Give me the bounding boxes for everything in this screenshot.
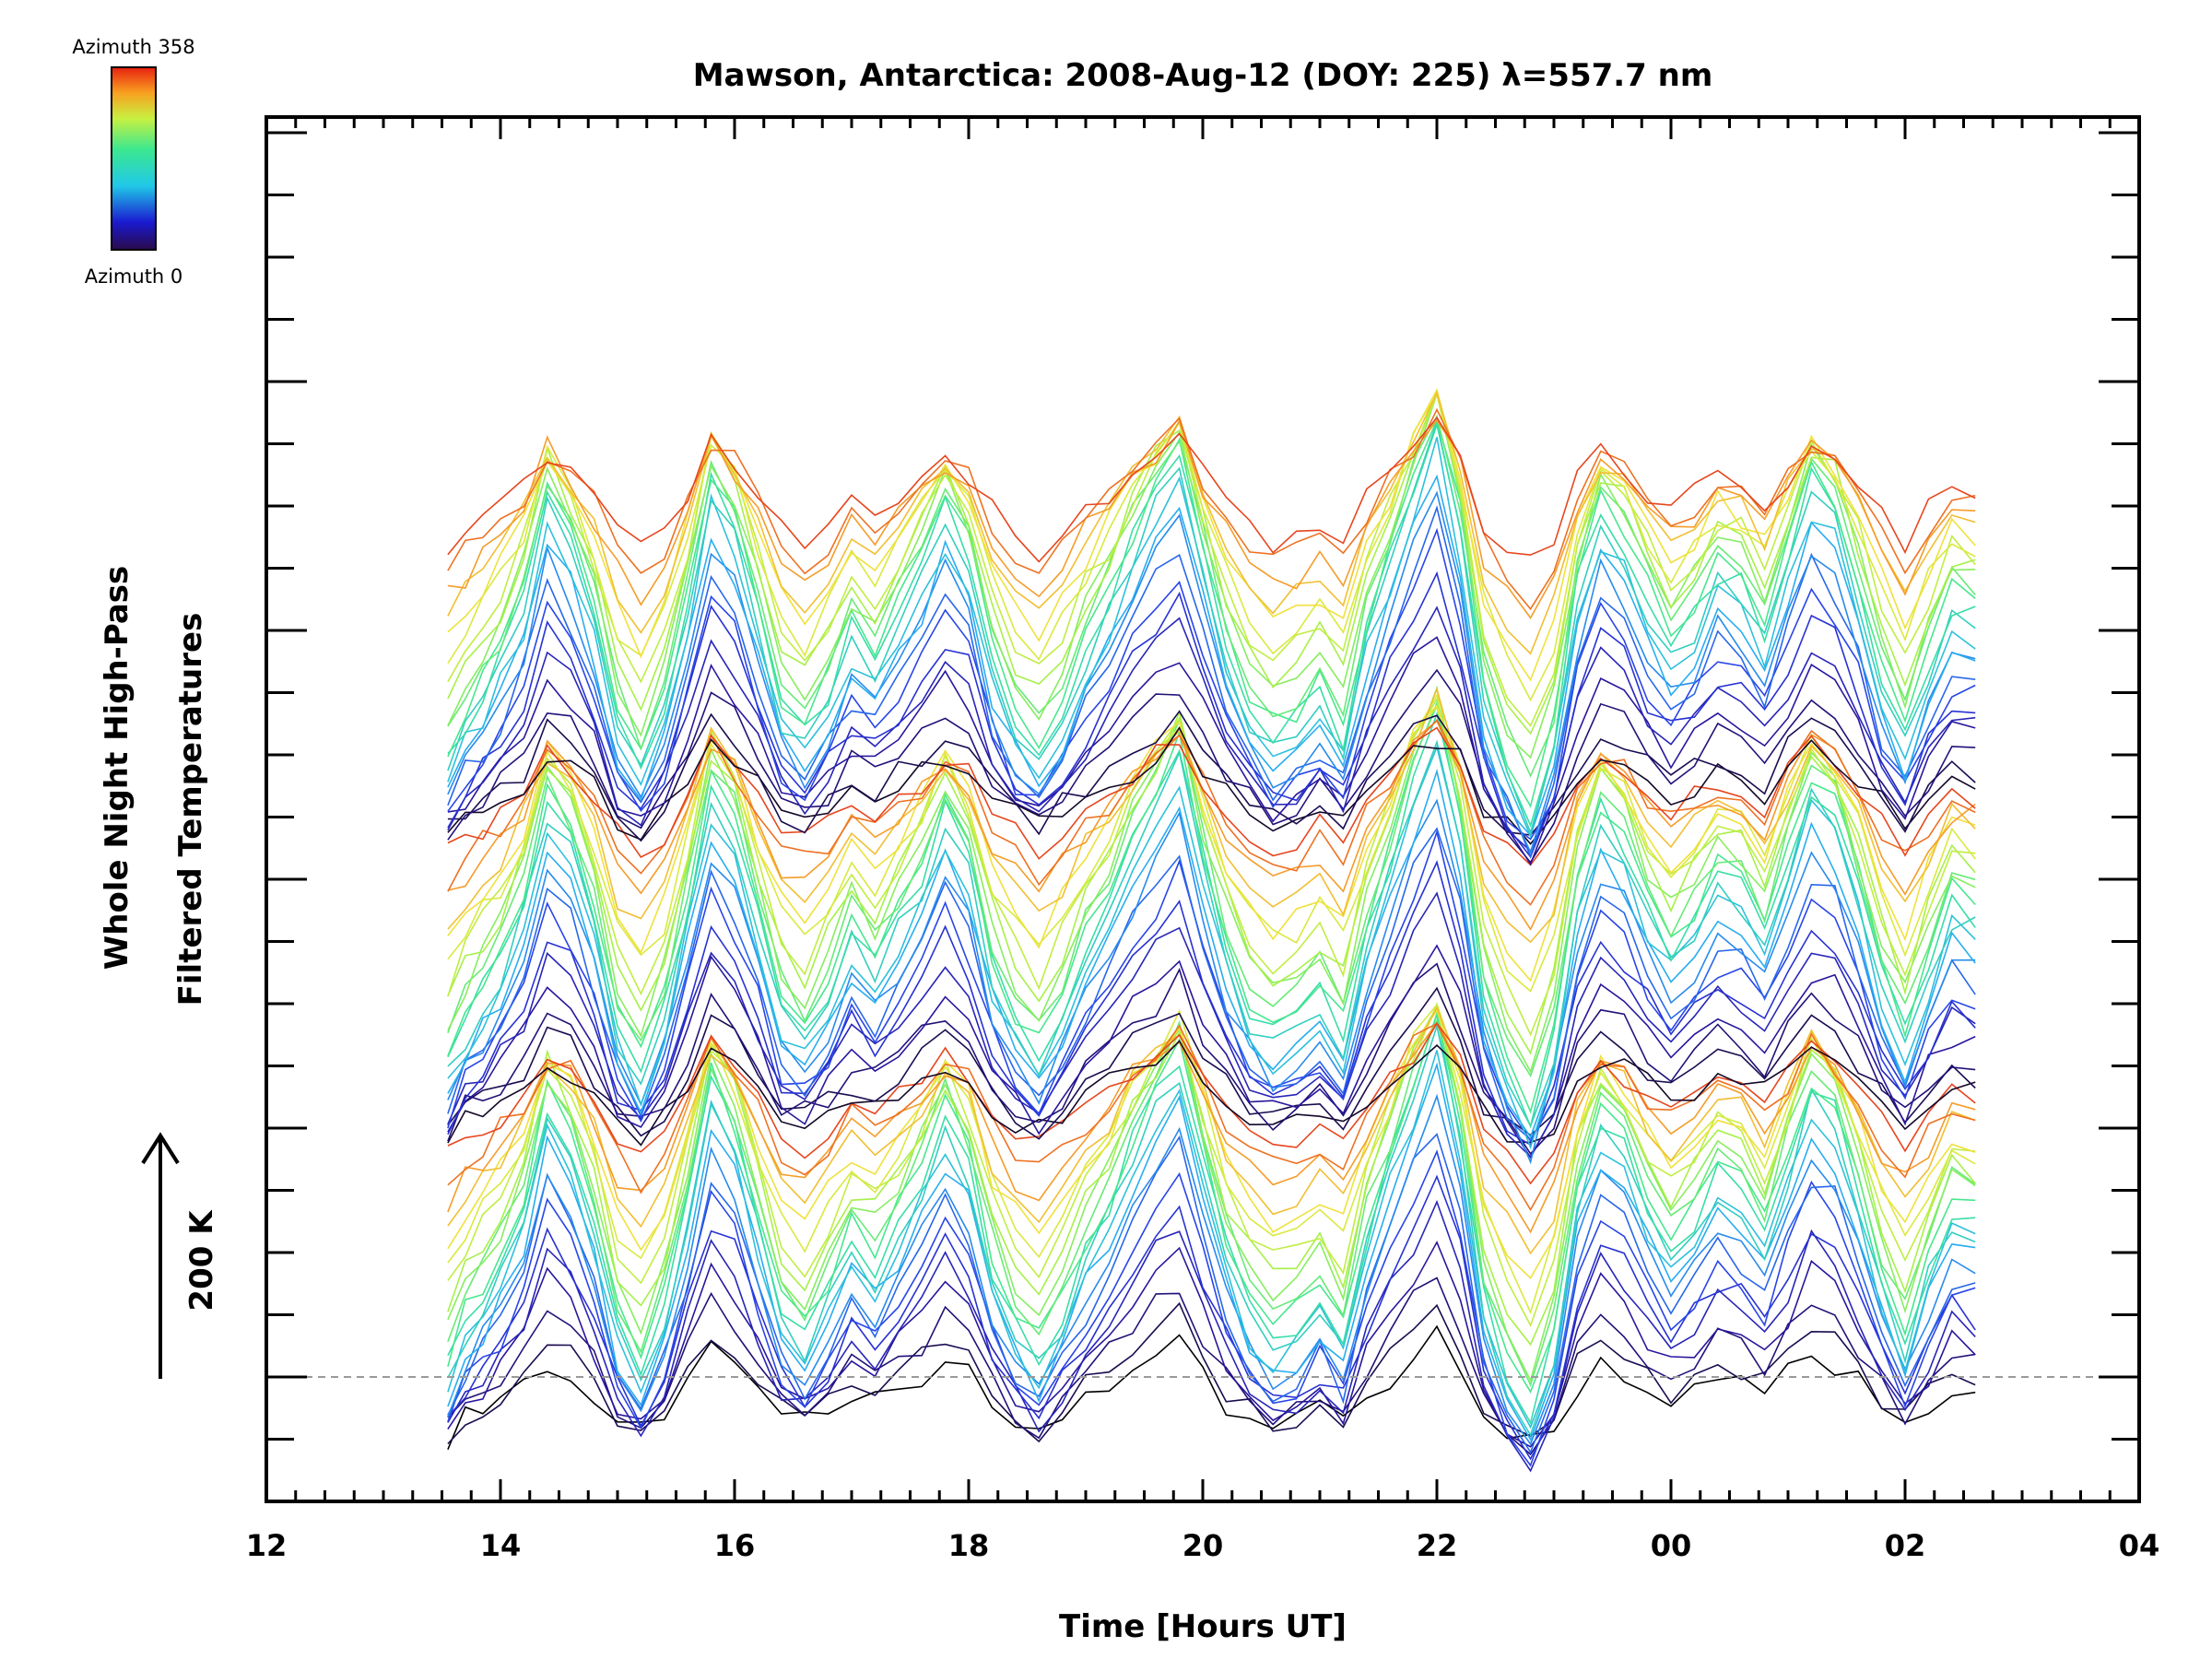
series-line	[447, 798, 1976, 1165]
series-line	[447, 1040, 1976, 1147]
series-line	[447, 1093, 1976, 1446]
x-tick-label: 20	[1182, 1528, 1224, 1563]
y-axis-label-line2: Filtered Temperatures	[172, 613, 209, 1006]
series-line	[447, 962, 1976, 1156]
series-line	[447, 1021, 1976, 1185]
series-line	[447, 986, 1976, 1140]
series-line	[447, 391, 1976, 655]
x-tick-label: 16	[714, 1528, 756, 1563]
scale-label: 200 K	[183, 1209, 220, 1312]
series-line	[447, 827, 1976, 1141]
x-tick-label: 18	[948, 1528, 990, 1563]
series-line	[447, 711, 1976, 1129]
series-line	[447, 1005, 1976, 1347]
series-line	[447, 571, 1976, 859]
chart-title: Mawson, Antarctica: 2008-Aug-12 (DOY: 22…	[693, 57, 1713, 94]
series-line	[447, 1324, 1976, 1451]
series-line	[447, 1008, 1976, 1279]
colorbar-top-label: Azimuth 358	[72, 36, 194, 58]
series-line	[447, 726, 1976, 845]
series-line	[447, 418, 1976, 836]
x-tick-label: 12	[246, 1528, 288, 1563]
series-line	[447, 944, 1976, 1159]
series-line	[447, 636, 1976, 866]
x-tick-label: 22	[1417, 1528, 1458, 1563]
x-tick-label: 00	[1651, 1528, 1692, 1563]
series-line	[447, 668, 1976, 865]
series-line	[447, 392, 1976, 702]
series-line	[447, 710, 1976, 842]
series-line	[447, 700, 1976, 1077]
series-line	[447, 437, 1976, 839]
series-line	[447, 685, 1976, 1074]
series-line	[447, 416, 1976, 563]
series-line	[447, 704, 1976, 982]
series-line	[447, 768, 1976, 1139]
series-line	[447, 1174, 1976, 1461]
series-line	[447, 392, 1976, 727]
series-line	[447, 1023, 1976, 1437]
series-line	[447, 1240, 1976, 1448]
colorbar	[111, 66, 157, 251]
series-line	[447, 1199, 1976, 1473]
y-axis-label-line1: Whole Night High-Pass	[99, 566, 135, 971]
series-line	[447, 1062, 1976, 1441]
series-line	[447, 720, 1976, 931]
series-line	[447, 703, 1976, 1114]
series-line	[447, 706, 1976, 1037]
x-tick-label: 04	[2119, 1528, 2160, 1563]
series-line	[447, 1133, 1976, 1454]
series-group	[447, 387, 1976, 1473]
series-line	[447, 407, 1976, 611]
series-line	[447, 527, 1976, 841]
scale-arrow	[141, 1132, 180, 1379]
series-line	[447, 504, 1976, 859]
x-tick-label: 02	[1885, 1528, 1926, 1563]
series-line	[447, 718, 1976, 906]
series-line	[447, 1021, 1976, 1234]
series-line	[447, 418, 1976, 808]
x-tick-label: 14	[480, 1528, 522, 1563]
series-line	[447, 1301, 1976, 1445]
x-tick-labels: 12 14 16 18 20 22 00 02 04	[246, 1528, 2160, 1563]
series-line	[447, 414, 1976, 778]
series-line	[447, 1149, 1976, 1467]
series-line	[447, 726, 1976, 866]
series-line	[447, 1005, 1976, 1382]
series-line	[447, 490, 1976, 854]
series-line	[447, 860, 1976, 1147]
series-line	[447, 1050, 1976, 1430]
series-line	[447, 693, 1976, 993]
colorbar-bottom-label: Azimuth 0	[85, 265, 183, 288]
series-line	[447, 1277, 1976, 1456]
axis-ticks	[265, 117, 2141, 1501]
x-axis-label: Time [Hours UT]	[1059, 1608, 1347, 1645]
